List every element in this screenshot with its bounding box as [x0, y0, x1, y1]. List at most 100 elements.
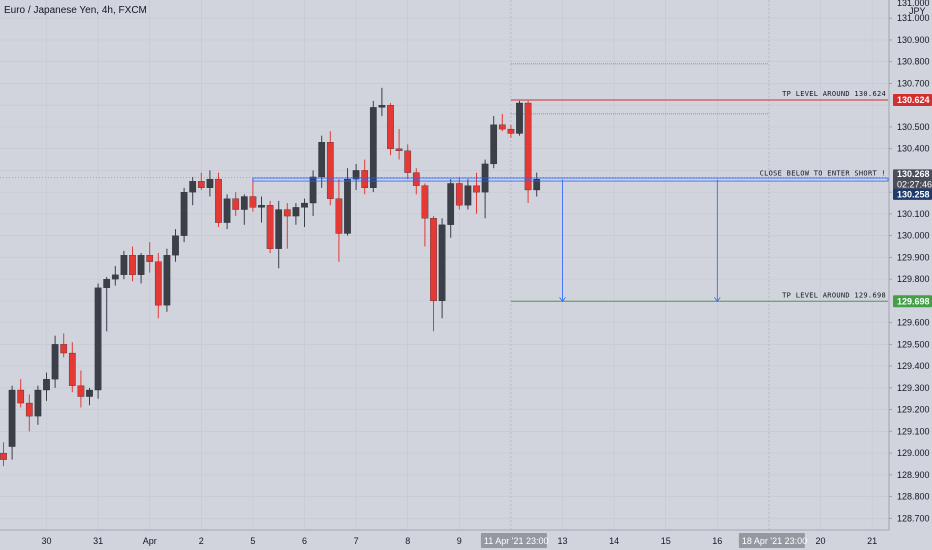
drawing-lines	[0, 63, 888, 178]
level-lines: TP LEVEL AROUND 130.624 CLOSE BELOW TO EN…	[252, 90, 889, 302]
time-axis[interactable]: 30 31 Apr 2 5 6 7 8 9 13 14 15 16 20 21 11 Apr '21 23:0…	[0, 529, 932, 550]
candle-bull	[275, 209, 283, 249]
price-tick-label: 128.900	[897, 470, 930, 480]
candle-bear	[129, 255, 136, 275]
price-tick-label: 130.700	[897, 78, 930, 88]
candle-bull	[94, 287, 102, 391]
price-tick-label: 129.300	[897, 383, 930, 393]
axis-unit-label: JPY	[909, 6, 926, 16]
time-tick-label: 31	[93, 536, 103, 546]
candle-bear	[507, 128, 515, 134]
candle-bear	[68, 352, 76, 386]
candle-bull	[180, 192, 188, 236]
candle-bull	[86, 389, 93, 397]
candle-bear	[232, 198, 240, 210]
candle-bear	[0, 452, 7, 460]
candle-bull	[352, 170, 360, 180]
price-tick-label: 130.900	[897, 35, 930, 45]
candle-bull	[51, 344, 59, 380]
candle-bull	[533, 178, 541, 191]
price-tick-label: 129.600	[897, 318, 930, 328]
candle-bear	[17, 389, 25, 404]
candle-bear	[455, 183, 463, 206]
candle-bull	[8, 389, 16, 447]
tp-level-top-label: TP LEVEL AROUND 130.624	[782, 90, 886, 98]
candle-bull	[438, 224, 446, 302]
time-tick-label: 8	[405, 536, 410, 546]
time-tick-label: Apr	[143, 536, 157, 546]
price-tag-tp-top-label: 130.624	[897, 95, 930, 105]
candle-bear	[249, 196, 257, 208]
candle-bull	[292, 207, 300, 217]
time-tick-label: 7	[354, 536, 359, 546]
price-tick-label: 129.400	[897, 361, 930, 371]
price-tick-label: 128.700	[897, 513, 930, 523]
price-tag-tp-bottom-label: 129.698	[897, 296, 930, 306]
price-tick-label: 129.900	[897, 252, 930, 262]
target-arrow-head	[713, 297, 721, 302]
candle-bull	[137, 255, 145, 275]
candle-bear	[215, 178, 222, 223]
candle-bull	[189, 181, 197, 193]
close-below-level-label: CLOSE BELOW TO ENTER SHORT !	[760, 170, 886, 178]
candle-bull	[309, 176, 317, 204]
candle-bull	[464, 185, 472, 206]
time-tick-label: 9	[457, 536, 462, 546]
target-arrow-head	[559, 297, 566, 302]
tp-level-bottom-label: TP LEVEL AROUND 129.698	[782, 291, 886, 299]
price-axis-bg	[889, 0, 932, 550]
price-tag-close-below-label: 130.258	[897, 189, 930, 199]
candle-bull	[103, 278, 111, 288]
candle-bull	[318, 142, 326, 178]
candle-bull	[111, 274, 119, 280]
price-tag-tp-top	[893, 93, 932, 106]
price-tag-close-below	[893, 188, 932, 200]
price-tick-label: 129.500	[897, 339, 930, 349]
candle-bear	[361, 170, 369, 188]
time-tick-label: 6	[302, 536, 307, 546]
time-tick-label: 2	[199, 536, 204, 546]
price-tick-label: 130.000	[897, 231, 930, 241]
candle-bear	[404, 150, 412, 173]
candle-bull	[490, 124, 498, 165]
axis-top-label: 131.000	[897, 0, 930, 8]
candlestick-series	[0, 87, 541, 467]
time-tick-label: 14	[609, 536, 619, 546]
candle-bear	[395, 148, 403, 152]
candle-bear	[77, 385, 85, 397]
candle-bear	[335, 198, 343, 234]
candle-bull	[447, 183, 455, 225]
candle-bear	[473, 185, 480, 193]
candle-bear	[266, 205, 274, 249]
countdown-label: 02:27:46	[897, 179, 932, 189]
chart-title: Euro / Japanese Yen, 4h, FXCM	[4, 5, 147, 16]
time-tick-label: 13	[557, 536, 567, 546]
candle-bear	[60, 344, 68, 354]
price-tick-label: 129.800	[897, 274, 930, 284]
time-tick-label: 16	[712, 536, 722, 546]
time-tick-label: 5	[250, 536, 255, 546]
candle-bear	[154, 261, 162, 306]
candle-bull	[516, 102, 523, 134]
price-tick-label: 129.100	[897, 426, 930, 436]
price-axis[interactable]: 128.700 128.800 128.900 129.000 129.100 129.2…	[888, 0, 932, 550]
candle-bull	[240, 196, 248, 210]
candle-bull	[344, 178, 351, 234]
candle-bear	[412, 172, 420, 186]
candle-bear	[524, 102, 532, 191]
price-tick-label: 129.000	[897, 448, 930, 458]
time-tick-label: 15	[661, 536, 671, 546]
time-highlight-label: 18 Apr '21 23:00	[742, 536, 807, 546]
time-tick-label: 30	[41, 536, 51, 546]
candle-bear	[430, 218, 437, 302]
candle-bull	[43, 378, 50, 391]
candle-bear	[25, 402, 33, 417]
candle-bear	[197, 181, 205, 188]
price-tick-label: 131.000	[897, 13, 930, 23]
candle-bear	[283, 209, 291, 217]
candle-bull	[206, 178, 214, 188]
time-highlight-tag	[480, 533, 547, 548]
time-highlight-label: 11 Apr '21 23:00	[484, 536, 549, 546]
price-tick-label: 130.800	[897, 57, 930, 67]
